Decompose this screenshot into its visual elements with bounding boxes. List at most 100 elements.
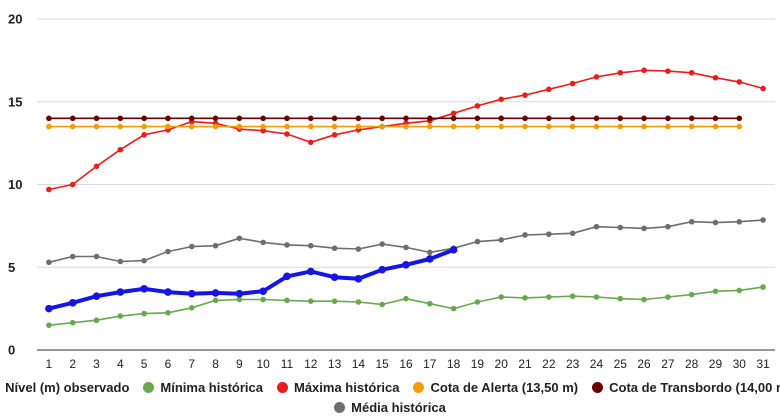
x-tick-label: 29 [709,357,723,371]
data-point [593,223,600,230]
data-point [498,237,505,243]
x-tick-label: 6 [165,357,172,371]
data-point [260,296,266,303]
x-tick-label: 2 [69,357,76,371]
data-point [665,123,671,130]
data-point [402,260,410,269]
data-point [688,218,695,225]
data-point [427,249,433,256]
data-point [354,275,363,283]
data-point [617,224,624,231]
data-point [117,146,124,153]
legend-marker [334,401,346,413]
x-tick-label: 16 [399,357,413,371]
data-point [546,115,552,122]
x-tick-label: 25 [614,357,628,371]
data-point [69,181,76,188]
data-point [187,289,196,298]
x-tick-label: 27 [661,357,675,371]
x-tick-label: 3 [93,357,100,371]
data-point [68,299,77,307]
x-tick-label: 28 [685,357,699,371]
data-point [450,110,457,117]
data-point [45,304,53,313]
x-tick-label: 13 [328,357,342,371]
data-point [212,123,219,130]
legend-item-observado[interactable]: Nível (m) observado [0,380,129,395]
x-tick-label: 18 [447,357,461,371]
legend-item-cota-transbordo[interactable]: Cota de Transbordo (14,00 m) [592,380,780,395]
y-tick-label: 15 [8,94,22,109]
data-point [236,115,243,122]
data-point [641,225,647,232]
data-point [355,246,362,252]
x-tick-label: 17 [423,357,437,371]
data-point [379,123,385,130]
data-point [736,287,743,294]
series-layer [45,67,766,328]
data-point [688,115,695,122]
data-point [617,295,624,302]
x-tick-label: 11 [281,357,294,371]
data-point [188,304,195,311]
data-point [593,115,600,122]
data-point [546,86,552,93]
data-point [688,69,695,76]
x-tick-label: 14 [352,357,366,371]
data-point [474,115,481,122]
data-point [117,258,124,265]
x-tick-label: 8 [212,357,219,371]
grid-lines [37,18,775,351]
data-point [712,115,719,122]
data-point [450,115,457,122]
data-point [522,92,528,98]
data-point [378,265,386,274]
data-point [46,186,52,193]
legend-item-maxima[interactable]: Máxima histórica [276,380,399,395]
data-point [93,253,100,260]
data-point [736,79,743,85]
data-point [688,291,695,298]
data-point [593,123,600,130]
data-point [474,299,481,305]
data-point [212,242,219,249]
data-point [188,243,195,250]
series-maxima-historica [46,67,766,193]
data-point [498,294,505,300]
x-tick-label: 1 [46,357,53,371]
legend-item-cota-alerta[interactable]: Cota de Alerta (13,50 m) [413,380,578,395]
data-point [69,319,76,326]
data-point [355,123,362,130]
data-point [665,115,671,122]
legend-marker [276,381,288,393]
x-tick-label: 31 [756,357,770,371]
data-point [355,115,362,122]
data-point [450,123,457,130]
legend-label: Cota de Transbordo (14,00 m) [609,379,780,395]
data-point [403,123,409,130]
data-point [736,115,743,122]
data-point [331,132,338,138]
data-point [284,297,290,304]
data-point [141,257,147,264]
data-point [164,288,172,296]
data-point [665,223,671,230]
data-point [141,132,147,138]
legend-row-1: Nível (m) observado Mínima histórica Máx… [0,378,780,396]
data-point [736,123,743,130]
data-point [165,309,171,316]
series-line [48,69,764,191]
legend-item-media[interactable]: Média histórica [334,400,446,415]
data-point [760,284,766,290]
data-point [165,123,171,130]
legend-marker [143,381,155,393]
data-point [449,246,458,254]
y-axis-ticks: 0 5 10 15 20 [8,12,22,358]
legend-row-2: Média histórica [0,398,780,416]
data-point [236,235,243,242]
legend-item-minima[interactable]: Mínima histórica [143,380,263,395]
data-point [641,115,647,122]
data-point [331,298,338,304]
data-point [307,242,314,249]
